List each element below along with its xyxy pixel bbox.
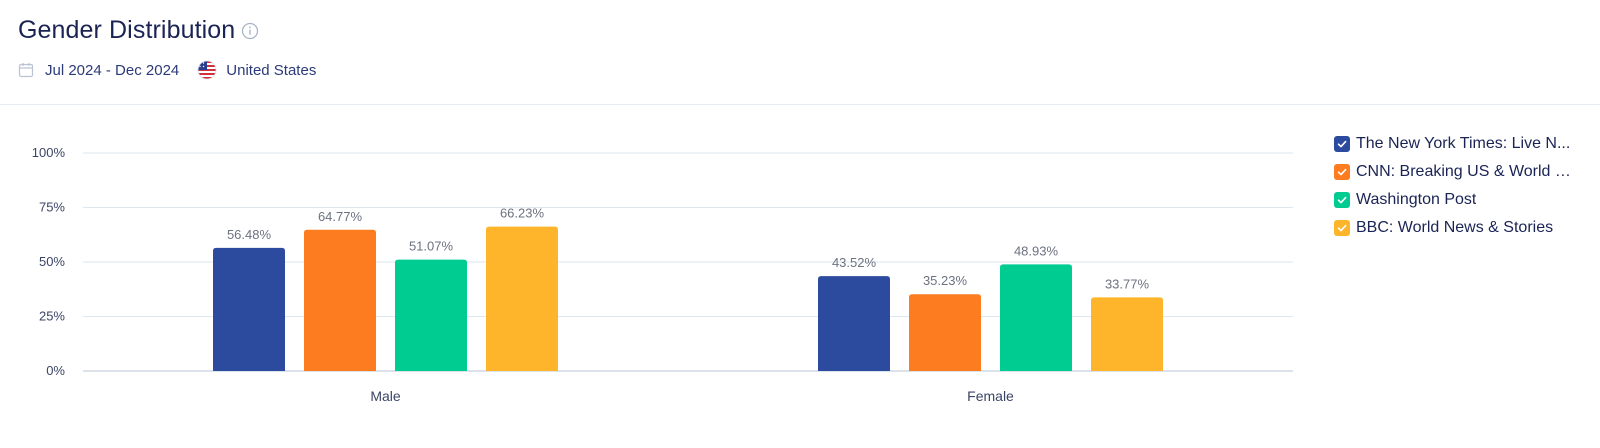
check-icon [1337,140,1347,148]
y-tick-label: 50% [39,254,65,269]
y-tick-label: 0% [46,363,65,378]
date-range[interactable]: Jul 2024 - Dec 2024 [45,61,180,79]
legend-checkbox[interactable] [1334,220,1350,236]
bar[interactable] [395,259,467,371]
legend-item[interactable]: BBC: World News & Stories [1334,214,1582,242]
legend-label: The New York Times: Live N... [1356,135,1571,152]
bar-value-label: 35.23% [923,273,968,288]
bar-value-label: 43.52% [832,255,877,270]
legend-checkbox[interactable] [1334,136,1350,152]
page-title: Gender Distribution [18,16,236,44]
bar-chart: 0% 25% 50% 75% 100% 56.48% 64.77% 51.07% 66.23% M… [32,145,1293,404]
bar[interactable] [909,294,981,371]
country-label[interactable]: United States [226,61,317,79]
check-icon [1337,168,1347,176]
legend-label: Washington Post [1356,191,1477,208]
legend-label: CNN: Breaking US & World N... [1356,163,1574,180]
bar[interactable] [818,276,890,371]
bar[interactable] [1091,297,1163,371]
y-tick-label: 75% [39,200,65,215]
bar-value-label: 33.77% [1105,276,1150,291]
y-tick-label: 25% [39,309,65,324]
legend-label: BBC: World News & Stories [1356,219,1554,236]
legend-item[interactable]: CNN: Breaking US & World N... [1334,158,1582,186]
chart-legend: The New York Times: Live N... CNN: Breaki… [1334,130,1582,242]
bar-value-label: 48.93% [1014,243,1059,258]
title-row: Gender Distribution [18,16,259,45]
bar[interactable] [1000,264,1072,371]
bar-value-label: 66.23% [500,206,545,221]
legend-item[interactable]: The New York Times: Live N... [1334,130,1582,158]
y-tick-label: 100% [32,145,66,160]
calendar-icon [18,62,34,78]
x-tick-label: Female [967,388,1014,404]
bar[interactable] [304,229,376,371]
check-icon [1337,224,1347,232]
bar-value-label: 51.07% [409,239,454,254]
bar[interactable] [486,226,558,371]
legend-checkbox[interactable] [1334,192,1350,208]
check-icon [1337,196,1347,204]
bar[interactable] [213,247,285,371]
bar-value-label: 56.48% [227,227,272,242]
widget-header: Gender Distribution Jul 2024 - Dec 2024 [0,0,1600,105]
x-tick-label: Male [370,388,401,404]
info-icon[interactable] [241,22,259,40]
meta-row: Jul 2024 - Dec 2024 United States [18,60,316,80]
us-flag-icon [197,60,217,80]
legend-checkbox[interactable] [1334,164,1350,180]
bar-value-label: 64.77% [318,209,363,224]
legend-item[interactable]: Washington Post [1334,186,1582,214]
